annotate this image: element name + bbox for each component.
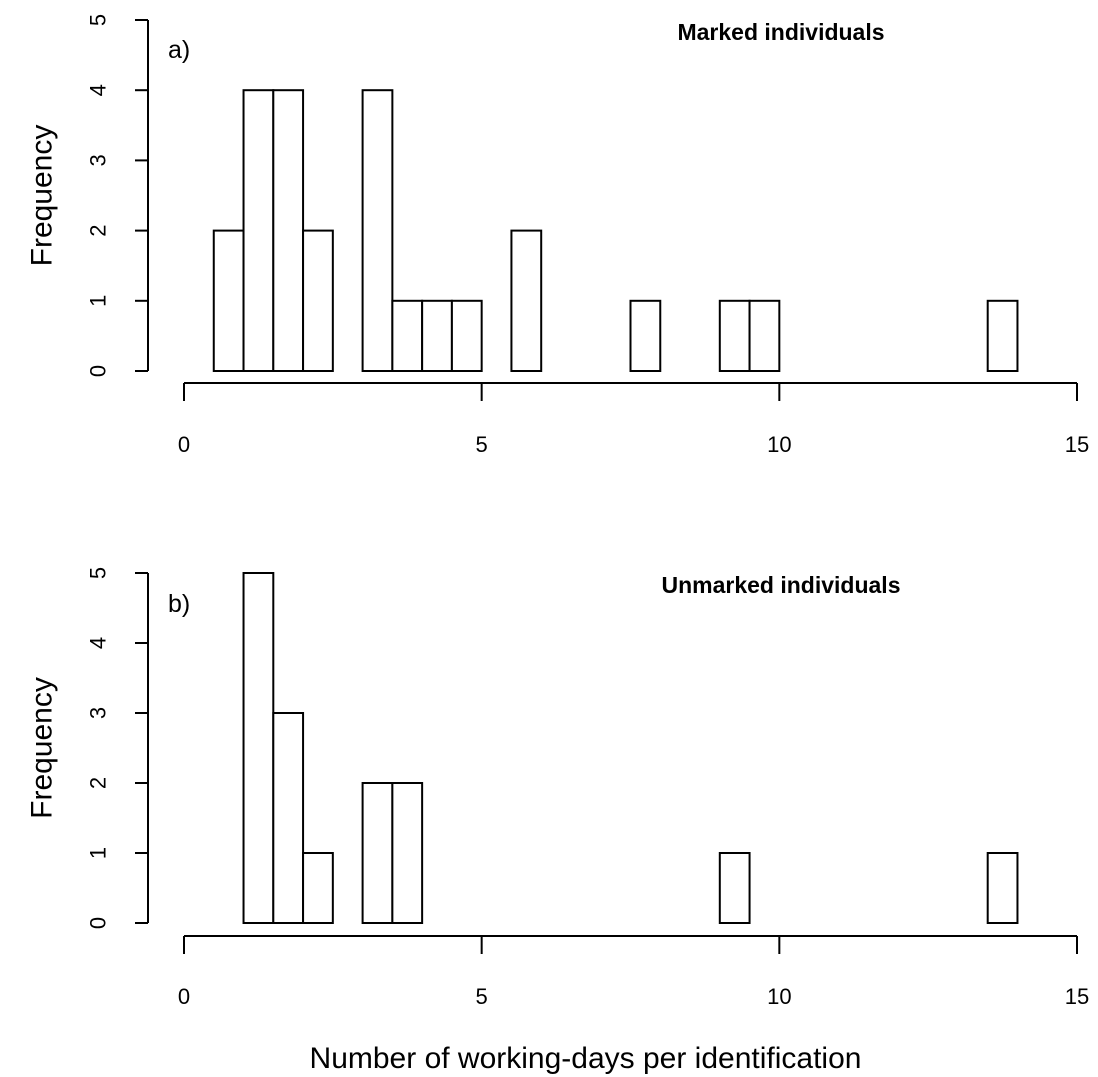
histogram-bar	[391, 299, 424, 372]
histogram-bar	[272, 89, 305, 372]
histogram-bar	[421, 299, 453, 372]
histogram-bar	[361, 782, 394, 924]
y-tick-label: 1	[86, 295, 111, 307]
x-tick-label: 10	[767, 984, 791, 1009]
histogram-bar	[391, 782, 424, 924]
histogram-bar	[629, 299, 662, 372]
y-axis-title: Frequency	[26, 125, 59, 267]
histogram-bar	[242, 89, 275, 372]
panel-title: Unmarked individuals	[661, 572, 900, 598]
histogram-bar	[242, 572, 275, 924]
panel-unmarked-individuals: 0 5 10 15 0 1 2 3 4 5 Frequency Unmarked individual…	[26, 567, 1090, 1075]
y-tick-label: 0	[86, 917, 111, 929]
histogram-bar	[748, 299, 781, 372]
y-tick-label: 3	[86, 707, 111, 719]
panel-label: b)	[168, 590, 190, 618]
x-tick-label: 15	[1065, 432, 1089, 457]
x-axis-title: Number of working-days per identificatio…	[310, 1042, 862, 1075]
histogram-bar	[986, 852, 1019, 924]
x-tick-label: 0	[178, 432, 190, 457]
histogram-bar	[986, 299, 1019, 372]
y-tick-label: 2	[86, 777, 111, 789]
x-tick-label: 15	[1065, 984, 1089, 1009]
x-tick-label: 0	[178, 984, 190, 1009]
y-tick-label: 0	[86, 365, 111, 377]
histogram-bar	[302, 852, 334, 924]
histogram-bar	[510, 229, 543, 372]
y-tick-label: 3	[86, 154, 111, 166]
y-tick-label: 4	[86, 84, 111, 96]
y-tick-label: 5	[86, 567, 111, 579]
histogram-bar	[272, 712, 305, 924]
y-tick-label: 1	[86, 847, 111, 859]
y-tick-label: 2	[86, 224, 111, 236]
x-tick-label: 10	[767, 432, 791, 457]
y-tick-label: 5	[86, 14, 111, 26]
histogram-bar	[302, 229, 334, 372]
y-axis-title: Frequency	[26, 677, 59, 819]
y-tick-label: 4	[86, 637, 111, 649]
panel-marked-individuals: 0 5 10 15 0 1 2 3 4 5 Frequency Marked individuals a…	[26, 14, 1090, 457]
histogram-bar	[718, 852, 751, 924]
histogram-bar	[361, 89, 394, 372]
panel-title: Marked individuals	[677, 19, 884, 45]
histogram-bar	[718, 299, 751, 372]
panel-label: a)	[168, 36, 190, 64]
x-tick-label: 5	[476, 432, 488, 457]
x-tick-label: 5	[476, 984, 488, 1009]
histogram-bar	[450, 299, 483, 372]
histogram-bar	[212, 229, 245, 372]
